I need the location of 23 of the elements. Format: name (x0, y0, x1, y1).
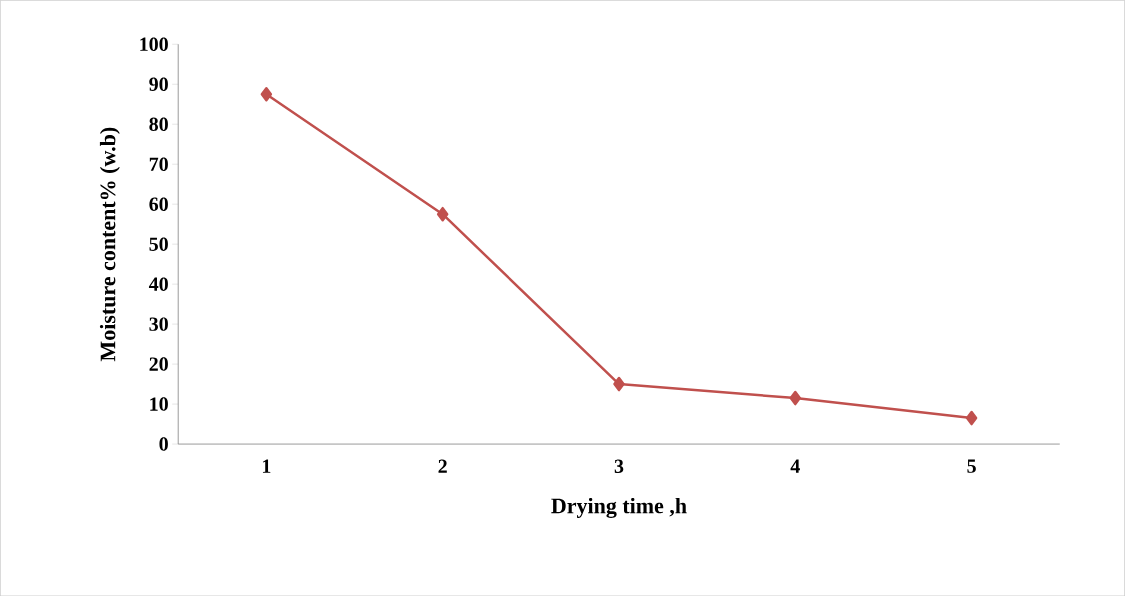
point (965, 410, 978, 426)
x-tick-label: 2 (438, 459, 447, 473)
y-tick-label: 100 (140, 37, 168, 51)
y-tick-label: 0 (159, 437, 168, 451)
y-tick-label: 60 (149, 197, 168, 211)
point (260, 86, 273, 102)
y-tick-label: 90 (149, 77, 168, 91)
y-axis-title: Moisture content% (w.b) (99, 127, 120, 362)
x-tick-label: 5 (967, 459, 976, 473)
x-axis-title: Drying time ,h (551, 497, 687, 518)
x-tick-label: 1 (262, 459, 271, 473)
y-tick-label: 30 (149, 317, 168, 331)
point (789, 390, 802, 406)
y-tick-label: 20 (149, 357, 168, 371)
point (436, 206, 449, 222)
point (613, 376, 625, 392)
y-tick-label: 40 (148, 277, 168, 291)
y-tick-label: 80 (149, 117, 168, 131)
y-tick-label: 50 (149, 237, 168, 251)
y-tick-label: 10 (150, 397, 168, 411)
x-tick-label: 4 (790, 459, 800, 473)
y-tick-label: 70 (149, 157, 168, 171)
x-tick-label: 3 (614, 459, 624, 473)
